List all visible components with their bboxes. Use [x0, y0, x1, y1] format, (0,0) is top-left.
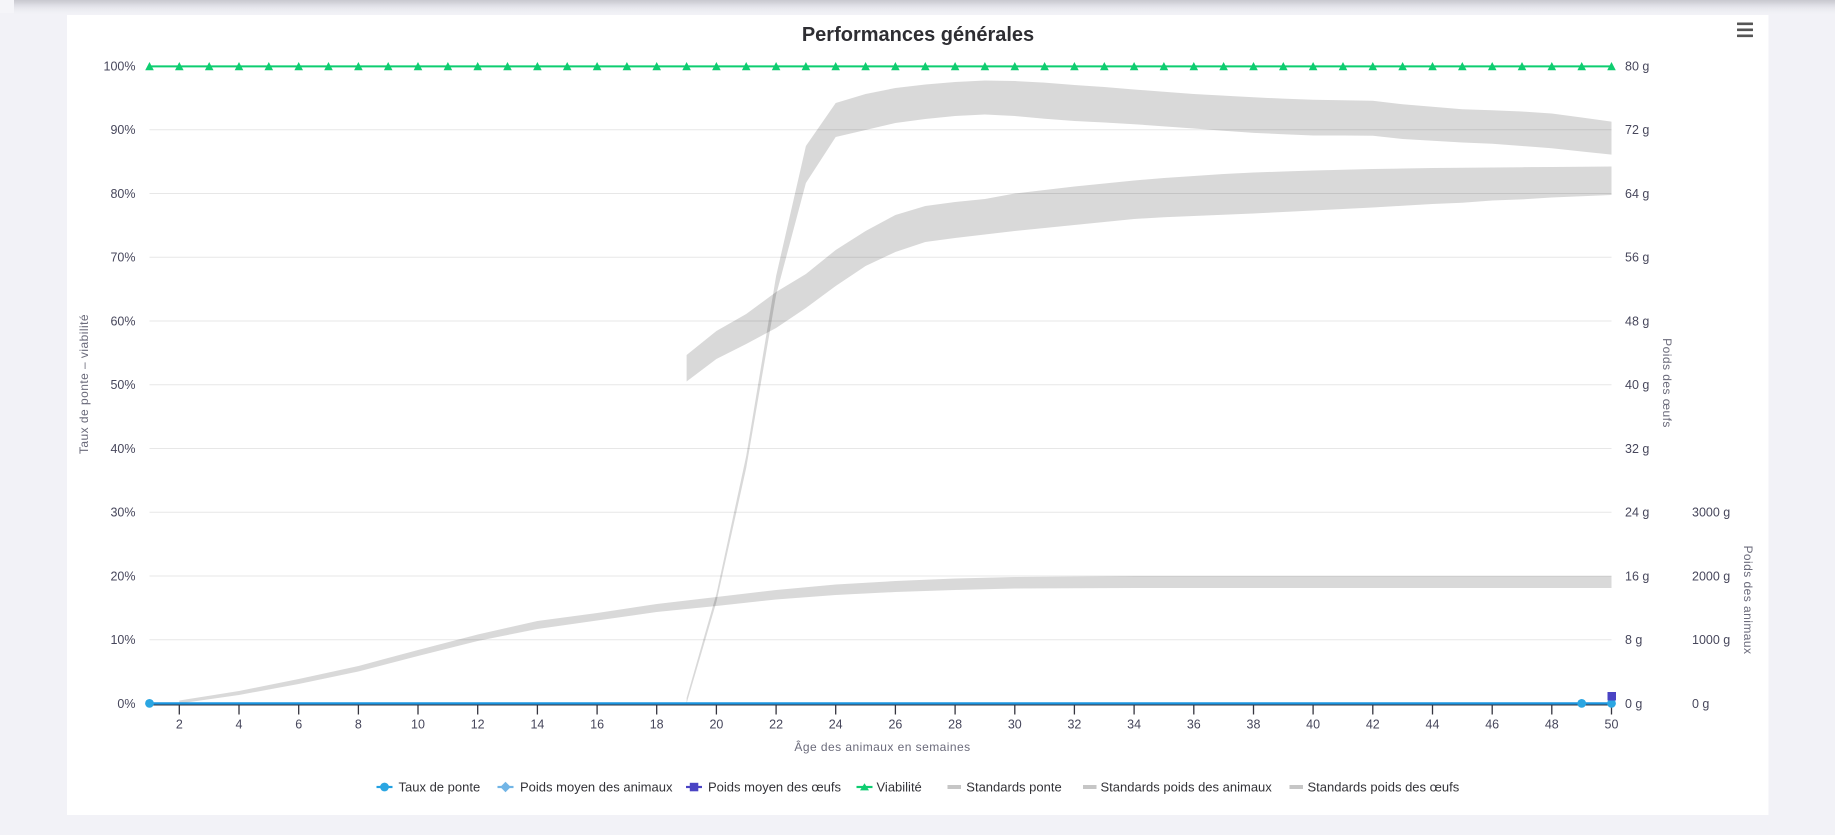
svg-text:12: 12: [471, 718, 485, 732]
svg-text:70%: 70%: [110, 251, 135, 265]
svg-text:28: 28: [948, 718, 962, 732]
svg-text:32: 32: [1067, 718, 1081, 732]
svg-text:Standards poids des œufs: Standards poids des œufs: [1308, 780, 1460, 795]
svg-text:Poids des œufs: Poids des œufs: [1660, 338, 1674, 428]
svg-text:8: 8: [355, 718, 362, 732]
svg-text:0 g: 0 g: [1692, 697, 1709, 711]
svg-text:8 g: 8 g: [1625, 633, 1642, 647]
svg-text:72 g: 72 g: [1625, 123, 1649, 137]
svg-text:30%: 30%: [110, 506, 135, 520]
svg-text:50%: 50%: [110, 378, 135, 392]
svg-text:Poids des animaux: Poids des animaux: [1741, 545, 1755, 654]
svg-text:20%: 20%: [110, 569, 135, 583]
svg-text:Standards ponte: Standards ponte: [966, 780, 1061, 795]
svg-text:16 g: 16 g: [1625, 569, 1649, 583]
svg-text:22: 22: [769, 718, 783, 732]
svg-text:14: 14: [530, 718, 544, 732]
svg-text:64 g: 64 g: [1625, 187, 1649, 201]
svg-text:18: 18: [650, 718, 664, 732]
svg-text:40: 40: [1306, 718, 1320, 732]
svg-text:40 g: 40 g: [1625, 378, 1649, 392]
svg-text:10%: 10%: [110, 633, 135, 647]
svg-text:0 g: 0 g: [1625, 697, 1642, 711]
svg-text:56 g: 56 g: [1625, 251, 1649, 265]
svg-text:Poids moyen des animaux: Poids moyen des animaux: [520, 780, 673, 795]
svg-text:4: 4: [236, 718, 243, 732]
svg-text:Standards poids des animaux: Standards poids des animaux: [1101, 780, 1273, 795]
svg-text:34: 34: [1127, 718, 1141, 732]
svg-text:40%: 40%: [110, 442, 135, 456]
svg-text:26: 26: [888, 718, 902, 732]
svg-text:60%: 60%: [110, 314, 135, 328]
svg-text:30: 30: [1008, 718, 1022, 732]
svg-text:80 g: 80 g: [1625, 59, 1649, 73]
svg-text:10: 10: [411, 718, 425, 732]
svg-text:90%: 90%: [110, 123, 135, 137]
svg-text:Taux de ponte – viabilité: Taux de ponte – viabilité: [77, 314, 91, 454]
svg-text:24 g: 24 g: [1625, 506, 1649, 520]
svg-text:50: 50: [1605, 718, 1619, 732]
svg-text:44: 44: [1426, 718, 1440, 732]
svg-text:24: 24: [829, 718, 843, 732]
svg-text:Âge des animaux en semaines: Âge des animaux en semaines: [794, 739, 970, 754]
svg-text:36: 36: [1187, 718, 1201, 732]
svg-text:16: 16: [590, 718, 604, 732]
svg-text:2: 2: [176, 718, 183, 732]
svg-text:32 g: 32 g: [1625, 442, 1649, 456]
svg-text:80%: 80%: [110, 187, 135, 201]
svg-text:42: 42: [1366, 718, 1380, 732]
svg-text:100%: 100%: [104, 59, 136, 73]
svg-text:0%: 0%: [117, 697, 135, 711]
svg-text:46: 46: [1485, 718, 1499, 732]
svg-text:Poids moyen des œufs: Poids moyen des œufs: [708, 780, 841, 795]
svg-text:48 g: 48 g: [1625, 314, 1649, 328]
svg-text:20: 20: [709, 718, 723, 732]
svg-text:2000 g: 2000 g: [1692, 569, 1730, 583]
svg-text:3000 g: 3000 g: [1692, 506, 1730, 520]
svg-text:Viabilité: Viabilité: [877, 780, 922, 795]
svg-text:38: 38: [1247, 718, 1261, 732]
svg-text:Taux de ponte: Taux de ponte: [399, 780, 481, 795]
svg-text:Performances générales: Performances générales: [802, 24, 1034, 46]
svg-text:1000 g: 1000 g: [1692, 633, 1730, 647]
svg-text:48: 48: [1545, 718, 1559, 732]
svg-text:6: 6: [295, 718, 302, 732]
